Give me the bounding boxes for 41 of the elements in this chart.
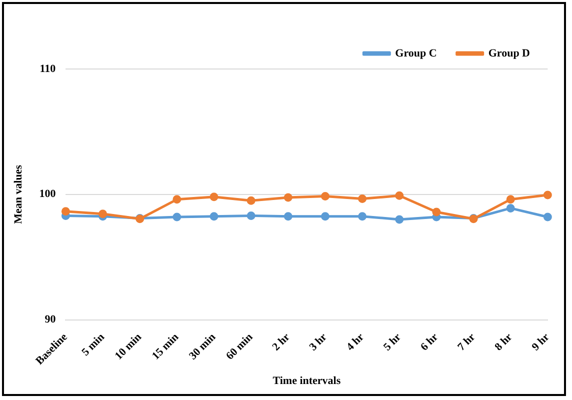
point xyxy=(172,212,182,222)
x-tick-label: 9 hr xyxy=(530,331,552,354)
x-tick-label: 2 hr xyxy=(270,331,292,354)
x-tick-label: 4 hr xyxy=(344,331,367,354)
point xyxy=(543,190,552,200)
point xyxy=(98,210,108,218)
legend-label: Group D xyxy=(488,47,530,60)
point xyxy=(432,208,441,216)
point xyxy=(358,212,367,221)
x-tick-label: 60 min xyxy=(224,331,256,362)
x-axis-title: Time intervals xyxy=(272,375,342,388)
x-tick-label: 5 min xyxy=(80,331,107,358)
point xyxy=(395,191,404,200)
point xyxy=(172,195,182,204)
x-tick-label: 3 hr xyxy=(307,331,330,354)
point xyxy=(210,212,218,221)
point xyxy=(210,192,218,202)
point xyxy=(246,211,256,220)
point xyxy=(320,192,330,201)
x-tick-label: 15 min xyxy=(150,331,182,362)
point xyxy=(543,212,552,222)
point xyxy=(284,193,292,202)
y-tick-label: 100 xyxy=(39,188,56,200)
point xyxy=(395,215,404,224)
x-tick-label: 10 min xyxy=(112,331,144,362)
point xyxy=(246,196,256,205)
x-tick-label: 8 hr xyxy=(492,331,515,354)
x-tick-label: 30 min xyxy=(186,331,218,362)
point xyxy=(358,194,367,204)
legend-label: Group C xyxy=(395,47,437,60)
y-tick-label: 90 xyxy=(44,314,56,326)
y-axis-title: Mean values xyxy=(12,164,24,224)
point xyxy=(506,204,515,212)
point xyxy=(284,212,292,221)
y-tick-label: 110 xyxy=(40,62,56,75)
x-tick-label: 6 hr xyxy=(418,331,441,354)
point xyxy=(506,195,515,204)
x-tick-label: 5 hr xyxy=(381,331,404,354)
point xyxy=(320,212,330,221)
x-tick-label: 7 hr xyxy=(456,331,478,354)
point xyxy=(61,207,70,216)
